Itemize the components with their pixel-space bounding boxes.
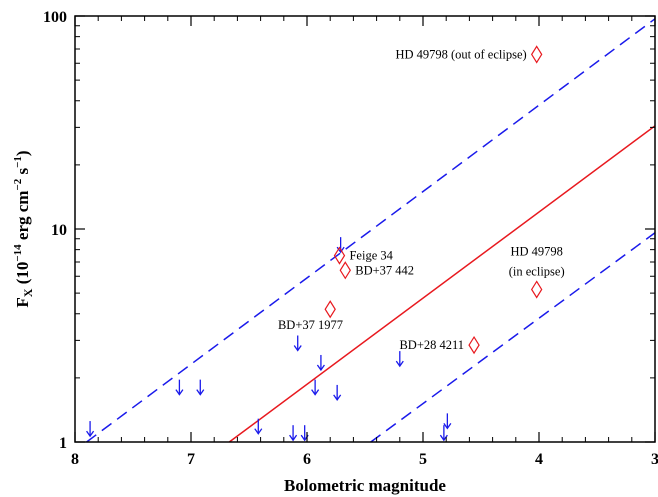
y-axis-symbol: F	[13, 297, 32, 307]
detection-point	[468, 335, 480, 355]
bound-line-1	[86, 18, 656, 443]
point-label: BD+28 4211	[399, 338, 464, 352]
upper-limit-head	[293, 345, 302, 352]
y-tick-label: 10	[51, 222, 67, 239]
point-label: (in eclipse)	[509, 264, 565, 278]
point-label: BD+37 442	[355, 263, 414, 277]
y-axis-exp2: −2	[12, 178, 24, 190]
x-tick-label: 5	[419, 451, 427, 468]
y-axis-title: FX (10−14 erg cm−2 s−1)	[12, 150, 35, 307]
x-axis-title: Bolometric magnitude	[284, 476, 446, 495]
upper-limit-arrow	[311, 379, 320, 396]
upper-limit-head	[395, 360, 404, 368]
data-points	[86, 45, 543, 442]
detection-point	[324, 300, 336, 319]
upper-limit-head	[333, 394, 342, 402]
upper-limit-arrow	[333, 384, 342, 402]
plot-frame	[74, 15, 656, 443]
point-label: HD 49798	[510, 244, 562, 258]
upper-limit-head	[316, 364, 325, 372]
upper-limit-arrow	[316, 354, 325, 372]
x-tick-label: 7	[187, 451, 195, 468]
y-axis-units-close: )	[13, 150, 32, 156]
y-tick-label: 1	[59, 435, 67, 452]
axis-ticks	[74, 15, 656, 443]
upper-limit-head	[196, 389, 205, 396]
detection-point	[333, 246, 346, 265]
upper-limit-arrow	[289, 425, 298, 442]
upper-limit-arrow	[175, 379, 184, 396]
y-axis-units-open: (10	[13, 262, 32, 285]
x-tick-label: 3	[651, 451, 658, 468]
detection-point	[530, 280, 543, 299]
upper-limit-head	[289, 434, 298, 442]
upper-limit-arrow	[443, 413, 452, 430]
y-tick-label: 100	[43, 9, 67, 26]
upper-limit-head	[254, 428, 263, 435]
point-label: Feige 34	[349, 249, 393, 263]
upper-limit-head	[443, 422, 452, 430]
upper-limit-arrow	[86, 421, 95, 438]
x-tick-label: 4	[535, 451, 543, 468]
upper-limit-head	[311, 389, 320, 396]
upper-limit-arrow	[196, 379, 205, 396]
upper-limit-arrow	[254, 418, 263, 435]
detection-point	[339, 261, 351, 280]
fit-lines	[86, 18, 656, 443]
upper-limit-head	[175, 389, 184, 396]
x-tick-label: 8	[71, 451, 79, 468]
svg-text:FX (10−14 erg cm−2 s−1): FX (10−14 erg cm−2 s−1)	[12, 150, 35, 307]
y-axis-exp1: −14	[12, 244, 24, 262]
x-tick-label: 6	[303, 451, 311, 468]
upper-limit-head	[86, 430, 95, 438]
bound-line-2	[370, 232, 656, 443]
upper-limit-arrow	[293, 335, 302, 352]
point-label: HD 49798 (out of eclipse)	[395, 47, 526, 61]
upper-limit-arrow	[439, 425, 448, 442]
y-axis-units-mid: erg cm	[13, 191, 32, 241]
y-axis-exp3: −1	[12, 156, 24, 168]
tick-labels: 8 7 6 5 4 3 1 10 100	[43, 9, 658, 468]
detection-point	[530, 45, 543, 64]
y-axis-units-s: s	[13, 167, 32, 174]
upper-limit-arrow	[395, 351, 404, 368]
upper-limit-head	[439, 434, 448, 442]
fit-line	[228, 125, 656, 443]
annotation-label: BD+37 1977	[278, 318, 343, 332]
y-axis-subscript: X	[21, 288, 35, 297]
